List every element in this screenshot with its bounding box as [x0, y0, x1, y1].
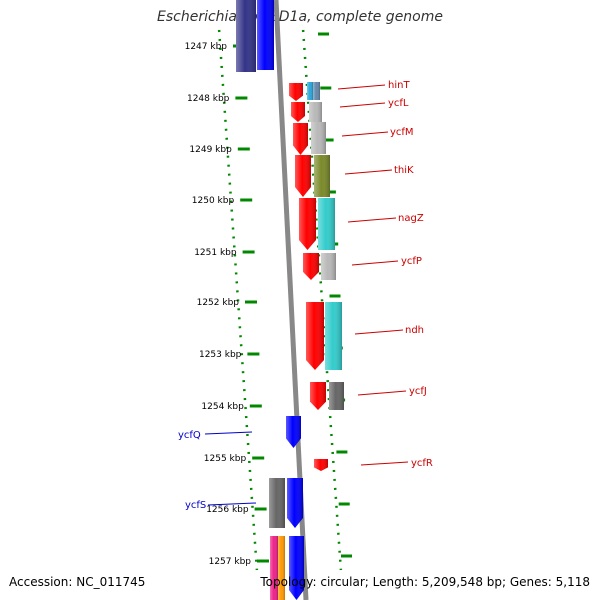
gene-arrow-ndh-shade: [306, 302, 324, 370]
gene-label-ycfR: ycfR: [411, 458, 433, 469]
gene-arrow-hinT-shade: [289, 83, 303, 101]
gene-cat-ycfJ-shade: [329, 382, 344, 410]
gene-cat-thiK-shade: [314, 155, 330, 197]
gene-cat-hinT-a: [307, 82, 313, 100]
gene-cat-bottom-a-shade: [270, 536, 278, 600]
gene-arrow-ycfL: [291, 102, 305, 122]
gene-leader-line: [347, 217, 397, 223]
gene-arrow-thiK-shade: [295, 155, 311, 197]
gene-arrow-ycfL-shade: [291, 102, 305, 122]
map-title: Escherichia coli ED1a, complete genome: [157, 9, 443, 25]
gene-top-blue-shade: [257, 0, 274, 70]
gene-top-blue: [257, 0, 274, 70]
gene-arrow-ndh: [306, 302, 324, 370]
kbp-label: 1254 kbp: [201, 402, 244, 412]
gene-label-ycfS: ycfS: [185, 500, 206, 511]
kbp-label: 1253 kbp: [199, 350, 242, 360]
gene-leader-line: [207, 502, 257, 506]
gene-cat-ycfL-shade: [309, 102, 322, 122]
gene-leader-line: [337, 84, 386, 90]
gene-label-ycfJ: ycfJ: [409, 386, 427, 397]
gene-arrow-thiK: [295, 155, 311, 197]
topology-label: Topology: circular; Length: 5,209,548 bp…: [260, 575, 590, 589]
gene-arrow-ycfQ-shade: [286, 416, 301, 448]
gene-leader-line: [351, 260, 399, 266]
gene-label-ndh: ndh: [405, 325, 424, 336]
kbp-label: 1255 kbp: [204, 454, 247, 464]
gene-label-hinT: hinT: [388, 80, 410, 91]
gene-arrow-ycfS-shade: [287, 478, 303, 528]
gene-arrow-ycfP-shade: [303, 253, 319, 280]
kbp-label: 1247 kbp: [185, 42, 228, 52]
gene-cat-nagZ: [318, 198, 335, 250]
kbp-label: 1252 kbp: [197, 298, 240, 308]
gene-cat-hinT-b: [313, 82, 320, 100]
gene-label-ycfP: ycfP: [401, 256, 422, 267]
kbp-label: 1256 kbp: [206, 505, 249, 515]
gene-label-ycfL: ycfL: [388, 98, 409, 109]
gene-top-navy: [236, 0, 256, 72]
gene-label-ycfM: ycfM: [390, 127, 414, 138]
gene-cat-ycfS: [269, 478, 285, 528]
gene-cat-ycfP-shade: [321, 253, 336, 280]
gene-leader-line: [354, 329, 404, 335]
gene-cat-bottom-b: [278, 536, 285, 600]
gene-cat-thiK: [314, 155, 330, 197]
left-guide-line: [217, 29, 259, 571]
gene-arrow-ycfJ-shade: [310, 382, 326, 410]
kbp-label: 1251 kbp: [194, 248, 237, 258]
gene-arrow-ycfJ: [310, 382, 326, 410]
gene-arrow-bottom-shade: [289, 536, 304, 600]
gene-arrow-hinT: [289, 83, 303, 101]
kbp-label: 1257 kbp: [209, 557, 252, 567]
kbp-label: 1250 kbp: [192, 196, 235, 206]
gene-cat-ycfL: [309, 102, 322, 122]
gene-cat-hinT-b-shade: [313, 82, 320, 100]
gene-label-nagZ: nagZ: [398, 213, 424, 224]
gene-cat-ycfS-shade: [269, 478, 285, 528]
gene-cat-ycfJ: [329, 382, 344, 410]
gene-leader-line: [360, 461, 409, 466]
gene-leader-line: [341, 131, 389, 137]
gene-arrow-ycfR: [314, 459, 328, 471]
gene-arrow-ycfM-shade: [293, 123, 308, 155]
gene-top-navy-shade: [236, 0, 256, 72]
gene-arrow-bottom: [289, 536, 304, 600]
gene-arrow-nagZ: [299, 198, 316, 250]
gene-cat-bottom-a: [270, 536, 278, 600]
gene-leader-line: [204, 431, 253, 435]
gene-leader-line: [357, 390, 407, 396]
gene-label-ycfQ: ycfQ: [178, 430, 201, 441]
gene-cat-ycfM-shade: [311, 122, 326, 154]
gene-arrow-ycfM: [293, 123, 308, 155]
gene-arrow-ycfS: [287, 478, 303, 528]
gene-cat-ndh: [325, 302, 342, 370]
gene-arrow-ycfR-shade: [314, 459, 328, 471]
gene-cat-hinT-a-shade: [307, 82, 313, 100]
kbp-label: 1248 kbp: [187, 94, 230, 104]
gene-cat-nagZ-shade: [318, 198, 335, 250]
accession-label: Accession: NC_011745: [9, 575, 146, 589]
gene-arrow-ycfP: [303, 253, 319, 280]
gene-label-thiK: thiK: [394, 165, 414, 176]
gene-cat-ycfM: [311, 122, 326, 154]
gene-cat-ndh-shade: [325, 302, 342, 370]
gene-arrow-ycfQ: [286, 416, 301, 448]
gene-cat-ycfP: [321, 253, 336, 280]
gene-arrow-nagZ-shade: [299, 198, 316, 250]
kbp-label: 1249 kbp: [189, 145, 232, 155]
gene-leader-line: [339, 102, 386, 108]
gene-leader-line: [344, 169, 393, 175]
gene-cat-bottom-b-shade: [278, 536, 285, 600]
